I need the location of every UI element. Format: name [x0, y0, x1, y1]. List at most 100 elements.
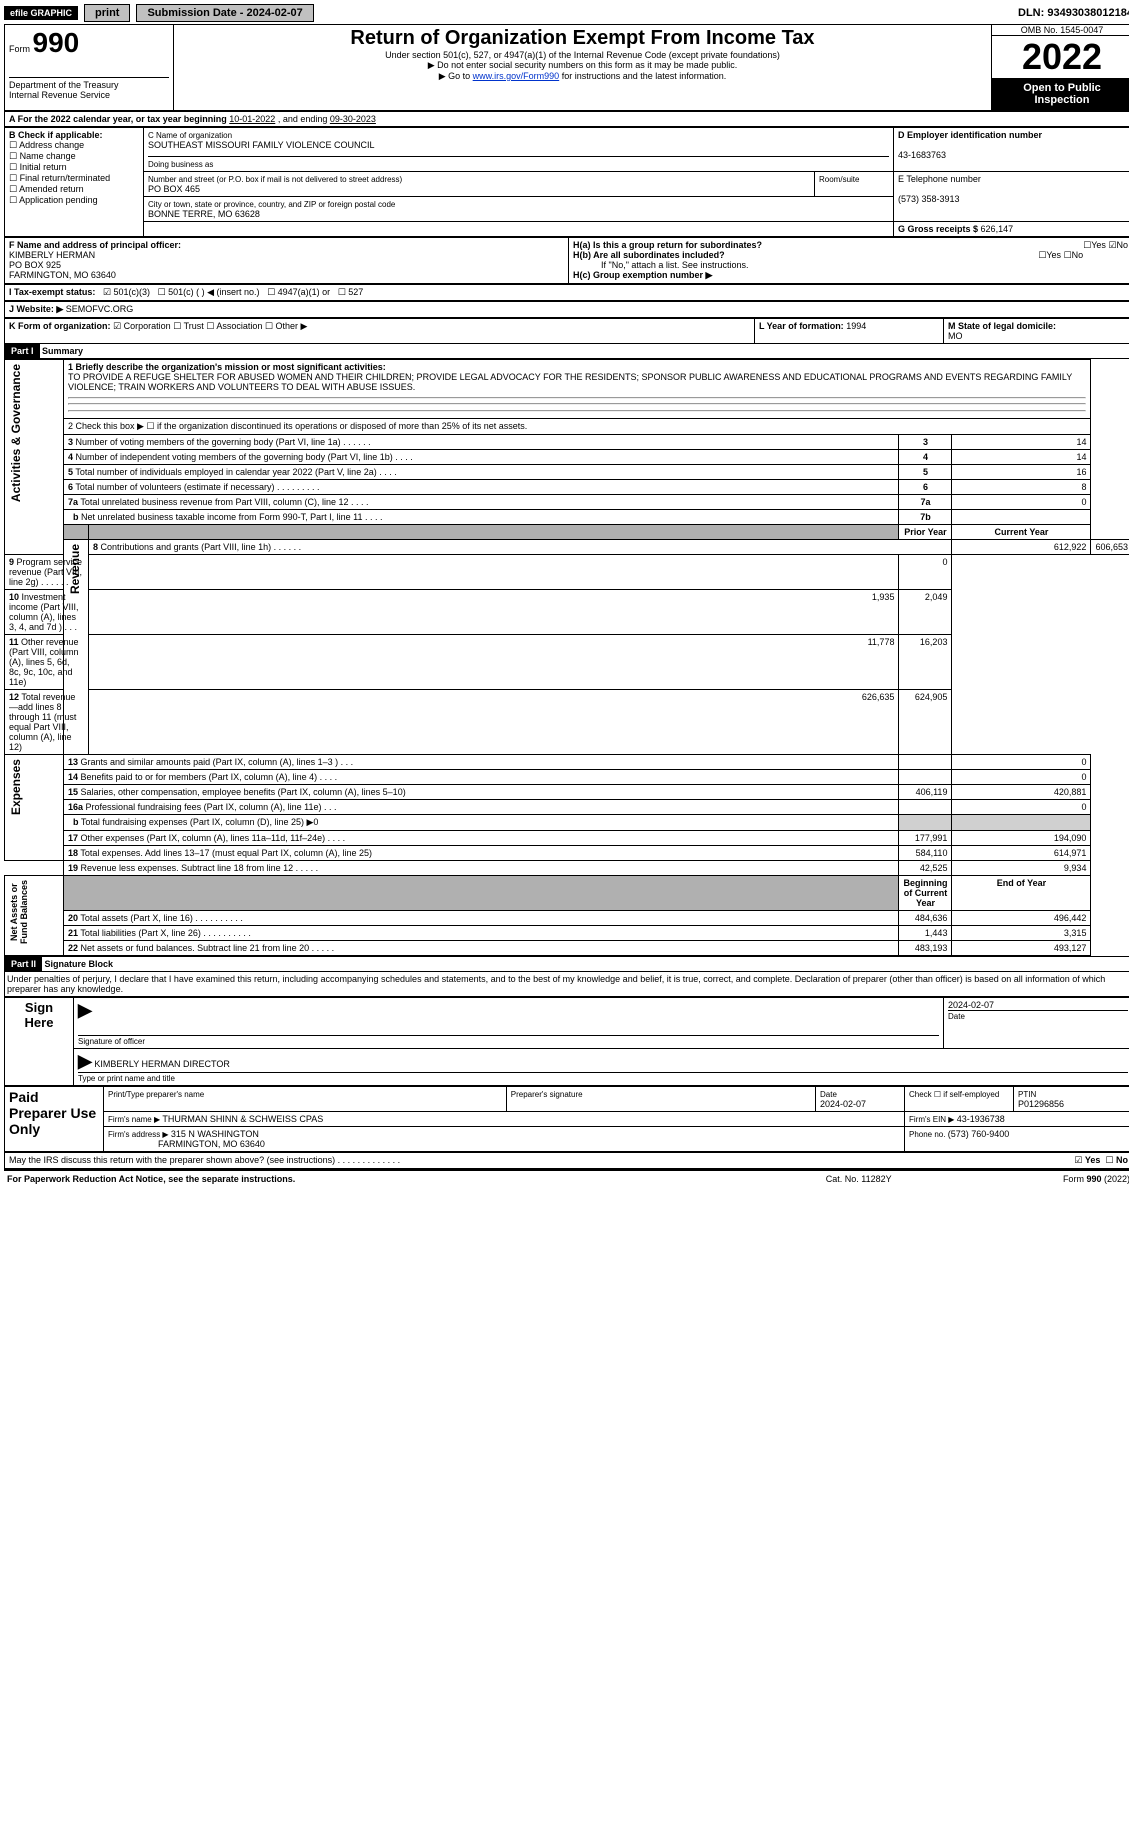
firm-addr-label: Firm's address ▶	[108, 1130, 171, 1139]
chk-amended[interactable]: ☐	[9, 185, 17, 195]
part-i-header: Part I	[5, 344, 40, 358]
efile-label: efile GRAPHIC	[4, 6, 78, 20]
sidebar-activities: Activities & Governance	[5, 360, 27, 506]
dba-label: Doing business as	[148, 160, 213, 169]
chk-trust[interactable]: ☐	[173, 322, 181, 332]
chk-final[interactable]: ☐	[9, 174, 17, 184]
website-row: J Website: ▶ SEMOFVC.ORG	[4, 301, 1129, 318]
firm-name: THURMAN SHINN & SCHWEISS CPAS	[162, 1114, 323, 1124]
chk-address[interactable]: ☐	[9, 141, 17, 151]
phone-label: Phone no.	[909, 1130, 948, 1139]
chk-4947[interactable]: ☐	[267, 288, 275, 298]
city-label: City or town, state or province, country…	[148, 200, 395, 209]
summary-row: 6 Total number of volunteers (estimate i…	[5, 480, 1129, 495]
ptin-value: P01296856	[1018, 1099, 1064, 1109]
chk-namechange[interactable]: ☐	[9, 152, 17, 162]
submission-date: Submission Date - 2024-02-07	[136, 4, 313, 22]
period-begin: 10-01-2022	[229, 114, 275, 124]
hb-label: H(b) Are all subordinates included?	[573, 250, 725, 260]
i-label: I Tax-exempt status:	[9, 287, 95, 297]
line1-label: 1 Briefly describe the organization's mi…	[68, 362, 386, 372]
period-end: 09-30-2023	[330, 114, 376, 124]
irs-link[interactable]: www.irs.gov/Form990	[473, 71, 560, 81]
mission-text: TO PROVIDE A REFUGE SHELTER FOR ABUSED W…	[68, 372, 1072, 392]
prep-sig-label: Preparer's signature	[511, 1090, 583, 1099]
website-value: SEMOFVC.ORG	[66, 304, 134, 314]
ha-no[interactable]: ☑	[1108, 241, 1116, 251]
firm-ein-label: Firm's EIN ▶	[909, 1115, 957, 1124]
shaded-cell	[952, 815, 1091, 831]
omb-number: OMB No. 1545-0047	[992, 25, 1129, 36]
sidebar-revenue: Revenue	[64, 540, 86, 598]
period-label: A For the 2022 calendar year, or tax yea…	[9, 114, 229, 124]
officer-group-block: F Name and address of principal officer:…	[4, 237, 1129, 284]
discuss-question: May the IRS discuss this return with the…	[9, 1155, 335, 1165]
chk-initial[interactable]: ☐	[9, 163, 17, 173]
dept-treasury: Department of the Treasury	[9, 80, 119, 90]
g-label: G Gross receipts $	[898, 224, 981, 234]
firm-ein: 43-1936738	[957, 1114, 1005, 1124]
part-i-table: Activities & Governance 1 Briefly descri…	[4, 359, 1129, 956]
open-public-badge: Open to Public Inspection	[992, 78, 1129, 110]
hc-label: H(c) Group exemption number ▶	[573, 270, 712, 280]
footer-row: For Paperwork Reduction Act Notice, see …	[4, 1169, 1129, 1187]
ssn-warning: ▶ Do not enter social security numbers o…	[178, 60, 987, 71]
form-footer: Form 990 (2022)	[1063, 1174, 1129, 1184]
form-title: Return of Organization Exempt From Incom…	[178, 27, 987, 50]
penalty-text: Under penalties of perjury, I declare th…	[4, 972, 1129, 997]
sidebar-expenses: Expenses	[5, 755, 27, 819]
chk-other[interactable]: ☐	[265, 322, 273, 332]
ptin-label: PTIN	[1018, 1090, 1036, 1099]
k-label: K Form of organization:	[9, 321, 111, 331]
form-number: 990	[33, 27, 80, 58]
part-i-title: Summary	[42, 346, 83, 356]
chk-corp[interactable]: ☑	[113, 322, 121, 332]
summary-row: 7a Total unrelated business revenue from…	[5, 495, 1129, 510]
discuss-row: May the IRS discuss this return with the…	[4, 1152, 1129, 1169]
form-subtitle: Under section 501(c), 527, or 4947(a)(1)…	[178, 50, 987, 60]
org-name: SOUTHEAST MISSOURI FAMILY VIOLENCE COUNC…	[148, 140, 375, 150]
sidebar-netassets: Net Assets orFund Balances	[5, 876, 33, 948]
chk-501c3[interactable]: ☑	[103, 288, 111, 298]
arrow-icon: ▶	[78, 1000, 92, 1020]
hb-yes[interactable]: ☐	[1038, 251, 1046, 261]
chk-527[interactable]: ☐	[338, 288, 346, 298]
paid-preparer-label: Paid Preparer Use Only	[9, 1089, 96, 1137]
firm-addr1: 315 N WASHINGTON	[171, 1129, 259, 1139]
signature-block: Sign Here ▶ Signature of officer 2024-02…	[4, 997, 1129, 1086]
m-label: M State of legal domicile:	[948, 321, 1056, 331]
ha-yes[interactable]: ☐	[1083, 241, 1091, 251]
form-prefix: Form	[9, 44, 30, 54]
chk-pending[interactable]: ☐	[9, 196, 17, 206]
discuss-yes[interactable]: ☑	[1074, 1156, 1082, 1166]
chk-assoc[interactable]: ☐	[206, 322, 214, 332]
col-prior: Prior Year	[904, 527, 946, 537]
street-value: PO BOX 465	[148, 184, 200, 194]
date-label: Date	[948, 1012, 965, 1021]
state-domicile: MO	[948, 331, 963, 341]
prep-name-label: Print/Type preparer's name	[108, 1090, 204, 1099]
col-begin: Beginning of Current Year	[903, 878, 947, 908]
firm-phone: (573) 760-9400	[948, 1129, 1010, 1139]
header-table: Form 990 Department of the Treasury Inte…	[4, 24, 1129, 111]
self-employed: Check ☐ if self-employed	[909, 1090, 999, 1099]
l-label: L Year of formation:	[759, 321, 846, 331]
ein-value: 43-1683763	[898, 150, 946, 160]
c-name-label: C Name of organization	[148, 131, 232, 140]
type-print-label: Type or print name and title	[78, 1074, 175, 1083]
prep-date: 2024-02-07	[820, 1099, 866, 1109]
year-formation: 1994	[846, 321, 866, 331]
phone-value: (573) 358-3913	[898, 194, 960, 204]
city-value: BONNE TERRE, MO 63628	[148, 209, 260, 219]
print-button[interactable]: print	[84, 4, 130, 22]
chk-501c[interactable]: ☐	[158, 288, 166, 298]
officer-name: KIMBERLY HERMAN	[9, 250, 95, 260]
preparer-block: Paid Preparer Use Only Print/Type prepar…	[4, 1086, 1129, 1152]
discuss-no[interactable]: ☐	[1105, 1156, 1113, 1166]
arrow-icon: ▶	[78, 1051, 92, 1071]
goto-line: ▶ Go to www.irs.gov/Form990 for instruct…	[178, 71, 987, 82]
irs-label: Internal Revenue Service	[9, 90, 110, 100]
firm-addr2: FARMINGTON, MO 63640	[158, 1139, 265, 1149]
box-b-title: B Check if applicable:	[9, 130, 103, 140]
hb-no[interactable]: ☐	[1064, 251, 1072, 261]
